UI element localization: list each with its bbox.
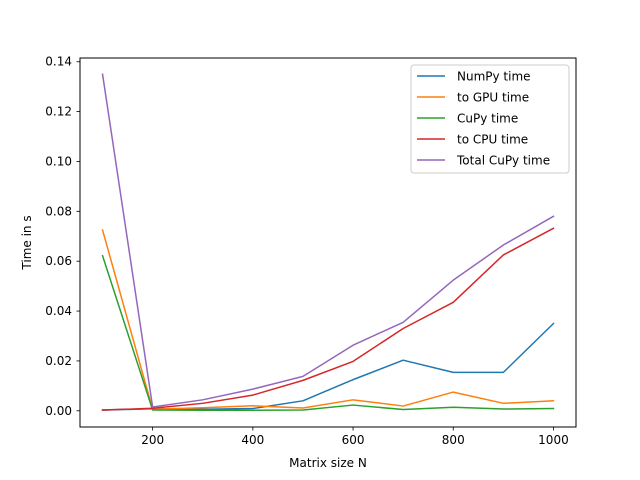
legend-label-3: to CPU time — [457, 133, 528, 147]
y-tick-label: 0.10 — [45, 154, 72, 168]
x-tick-label: 1000 — [538, 433, 569, 447]
y-tick-label: 0.02 — [45, 354, 72, 368]
x-axis-title: Matrix size N — [289, 456, 367, 470]
x-axis-ticks: 200 400 600 800 1000 — [141, 427, 569, 447]
y-axis-title: Time in s — [20, 215, 34, 270]
x-tick-label: 200 — [141, 433, 164, 447]
x-tick-label: 800 — [442, 433, 465, 447]
legend: NumPy time to GPU time CuPy time to CPU tim… — [410, 64, 570, 174]
series-lines — [101, 73, 555, 412]
legend-label-0: NumPy time — [457, 70, 531, 84]
y-tick-label: 0.04 — [45, 304, 72, 318]
legend-label-1: to GPU time — [457, 91, 529, 105]
y-tick-label: 0.00 — [45, 404, 72, 418]
series-line-2 — [101, 254, 555, 412]
legend-label-4: Total CuPy time — [456, 154, 550, 168]
y-tick-label: 0.14 — [45, 55, 72, 69]
series-line-3 — [101, 227, 555, 411]
y-tick-label: 0.06 — [45, 254, 72, 268]
legend-label-2: CuPy time — [457, 112, 518, 126]
plot-frame — [79, 57, 577, 428]
y-tick-label: 0.08 — [45, 204, 72, 218]
y-tick-label: 0.12 — [45, 105, 72, 119]
x-tick-label: 400 — [241, 433, 264, 447]
y-axis-ticks: 0.00 0.02 0.04 0.06 0.08 0.10 0.12 0.14 — [45, 55, 80, 418]
series-line-1 — [101, 229, 555, 411]
legend-box — [410, 64, 570, 174]
x-tick-label: 600 — [342, 433, 365, 447]
series-line-4 — [101, 73, 555, 408]
